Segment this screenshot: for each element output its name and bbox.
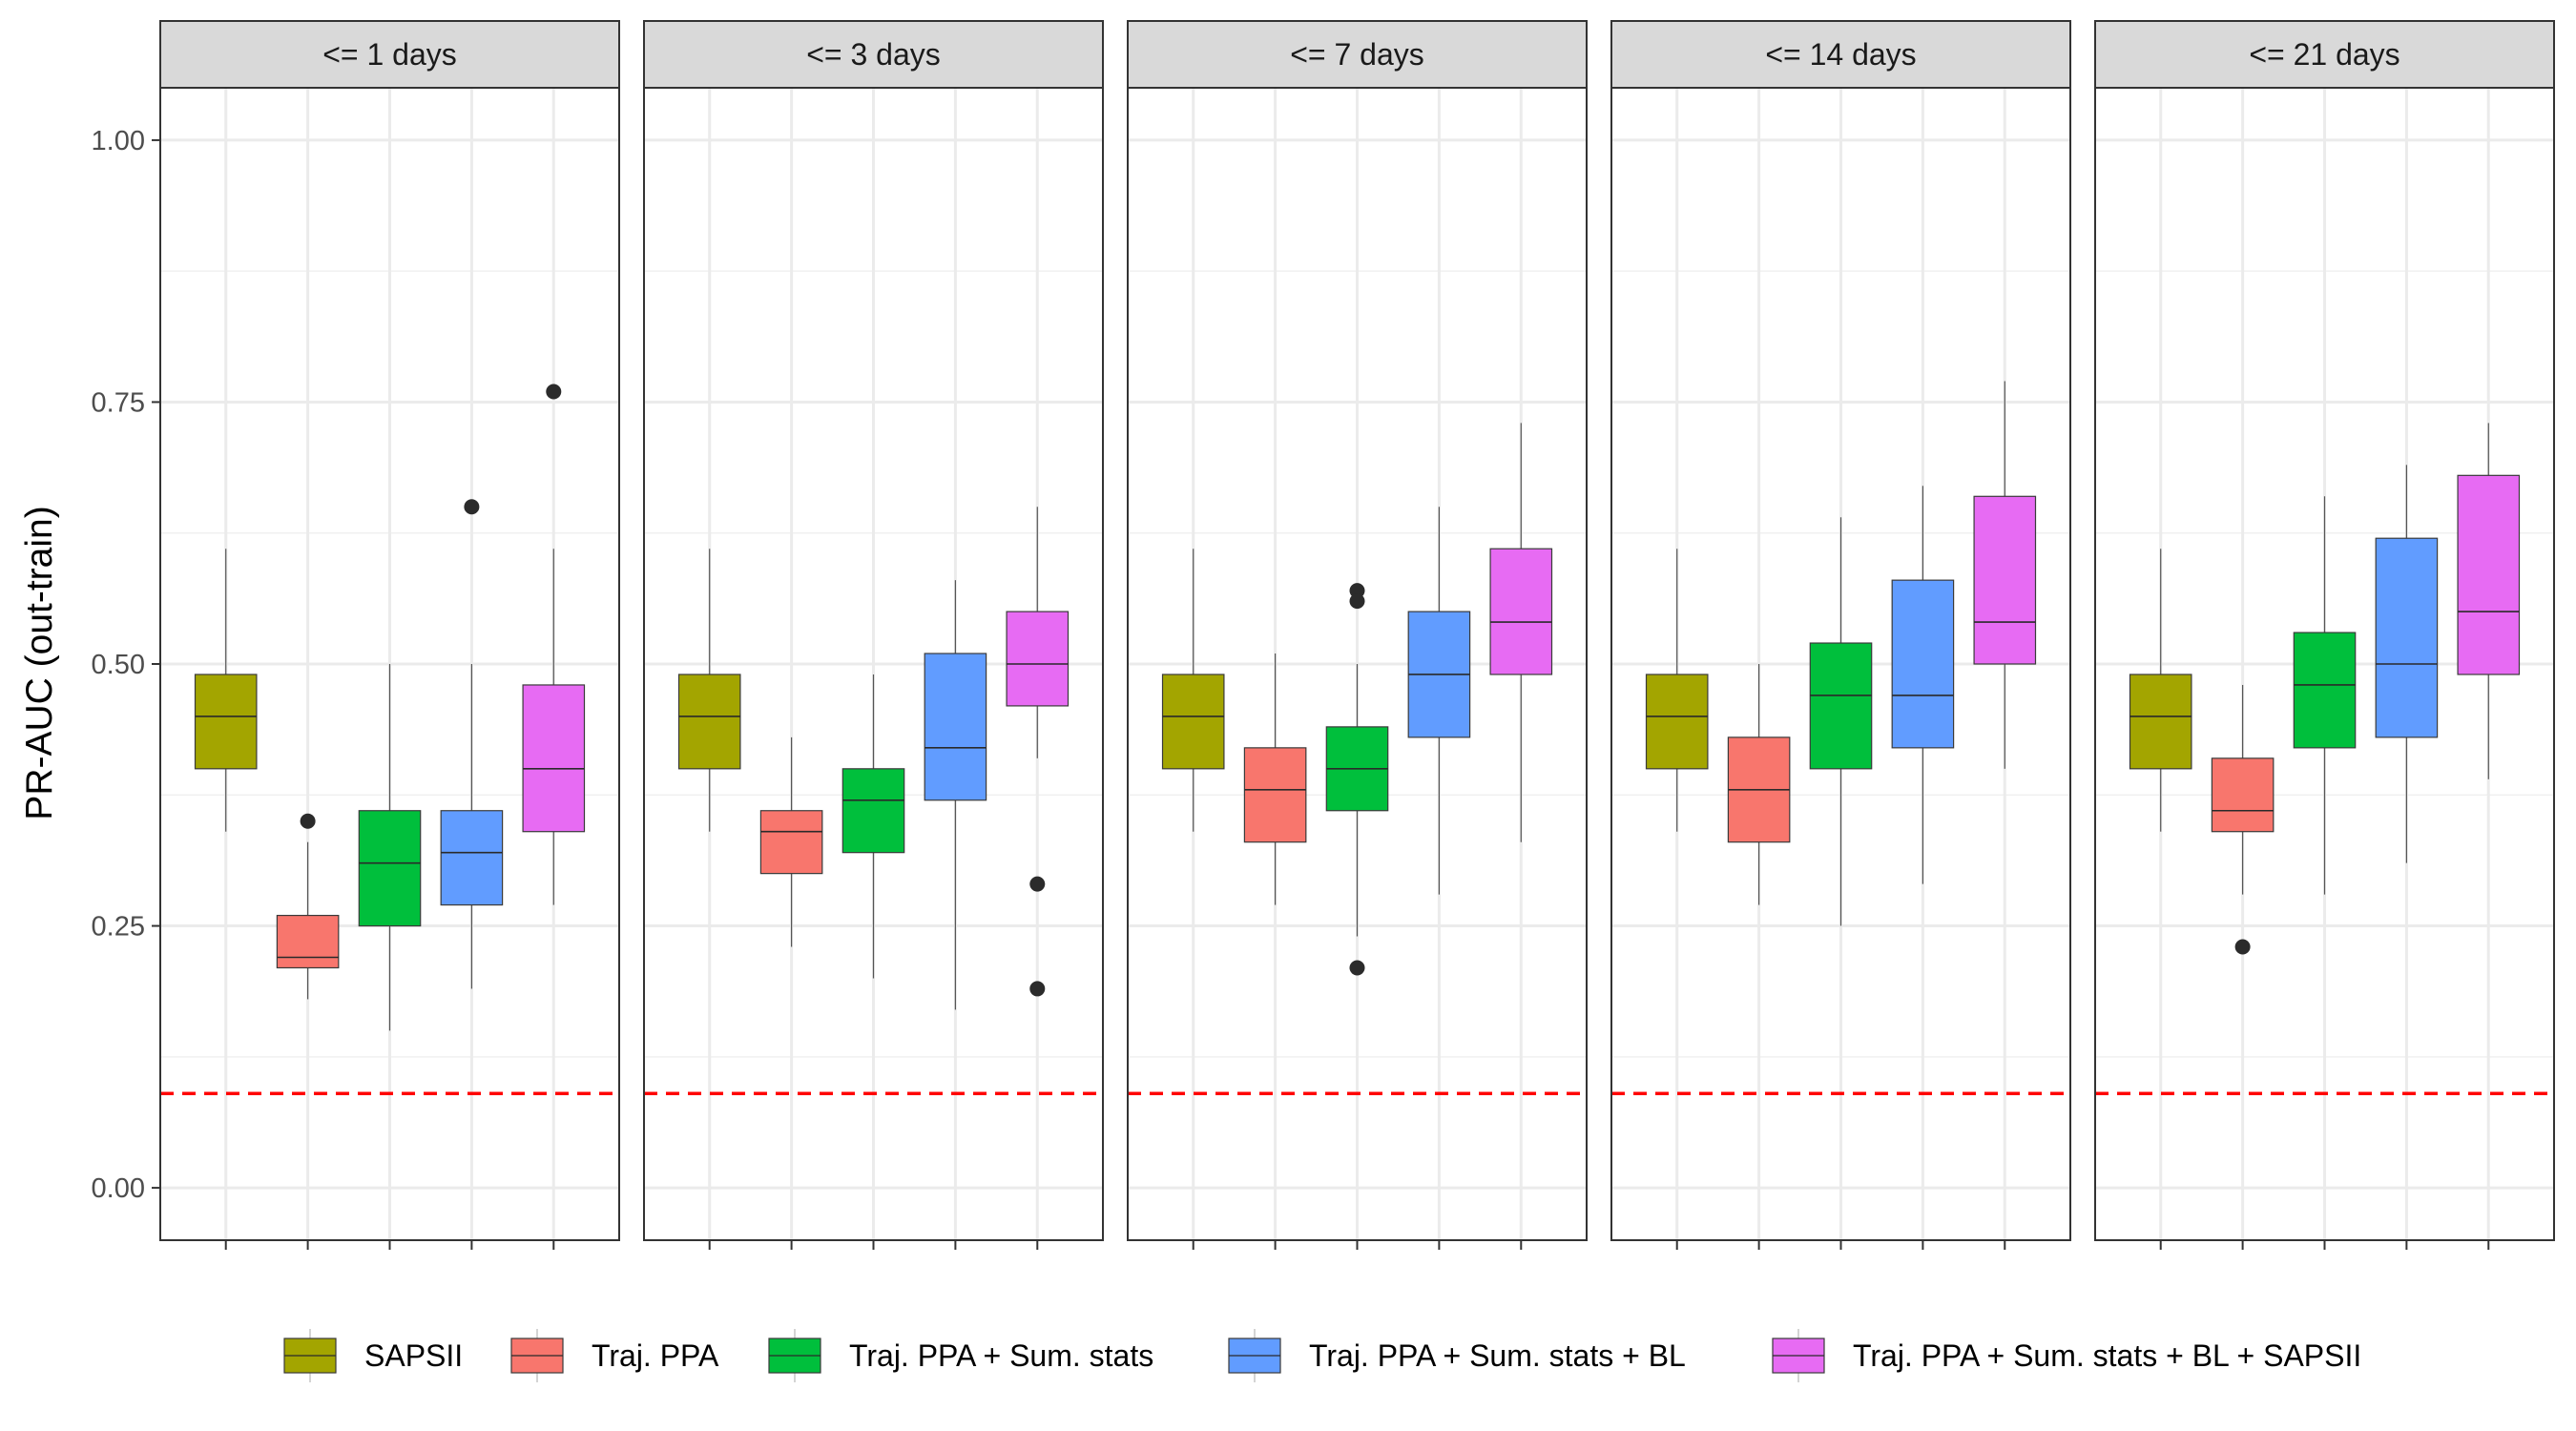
box [1645, 549, 1709, 832]
box-body [2129, 674, 2192, 770]
outlier-point [1349, 583, 1365, 599]
facet-strip [1610, 20, 2071, 89]
box [358, 664, 422, 1031]
box-body [522, 684, 586, 833]
legend-label: Traj. PPA + Sum. stats + BL [1309, 1338, 1686, 1373]
box-body [194, 674, 258, 770]
box-body [1891, 579, 1955, 749]
facet-panel: <= 7 days [1127, 20, 1588, 1250]
box-body [759, 810, 823, 875]
box [759, 736, 823, 947]
box [1973, 381, 2037, 769]
box-body [2293, 632, 2357, 749]
box [924, 580, 987, 1010]
box [677, 549, 741, 832]
box-body [1645, 674, 1709, 770]
facet-strip [2094, 20, 2555, 89]
box [440, 499, 504, 989]
facet-strip [643, 20, 1104, 89]
box [1727, 664, 1791, 905]
box-body [1161, 674, 1225, 770]
legend-label: SAPSII [364, 1338, 463, 1373]
box [1325, 583, 1389, 976]
box [1407, 507, 1471, 895]
outlier-point [1349, 960, 1365, 976]
box [1809, 517, 1873, 926]
legend-label: Traj. PPA + Sum. stats + BL + SAPSII [1853, 1338, 2361, 1373]
box-body [276, 914, 340, 969]
box-body [1006, 611, 1070, 707]
y-tick-label: 0.50 [92, 650, 145, 680]
legend-item: Traj. PPA + Sum. stats [768, 1329, 1153, 1382]
y-axis-label: PR-AUC (out-train) [19, 506, 60, 819]
box [2457, 423, 2521, 779]
y-tick-label: 0.25 [92, 912, 145, 943]
outlier-point [1029, 981, 1046, 997]
box [194, 549, 258, 832]
box [1161, 549, 1225, 832]
outlier-point [464, 499, 480, 515]
box [1891, 486, 1955, 884]
box [2375, 465, 2439, 863]
y-tick-label: 0.75 [92, 387, 145, 418]
legend-item: Traj. PPA + Sum. stats + BL + SAPSII [1772, 1329, 2361, 1382]
y-tick-label: 1.00 [92, 126, 145, 156]
legend: SAPSII Traj. PPA Traj. PPA + Sum. stats Tra… [283, 1329, 2361, 1382]
outlier-point [1349, 593, 1365, 610]
box-body [1489, 548, 1553, 675]
facet-panel: <= 21 days [2094, 20, 2555, 1250]
outlier-point [546, 384, 562, 400]
facet-strip-label: <= 14 days [1765, 37, 1916, 72]
y-tick-label: 0.00 [92, 1173, 145, 1204]
box-body [440, 810, 504, 906]
legend-item: Traj. PPA + Sum. stats + BL [1228, 1329, 1686, 1382]
facet-strip-label: <= 3 days [806, 37, 941, 72]
box [2293, 496, 2357, 895]
box [1006, 507, 1070, 997]
box-body [924, 653, 987, 801]
facet-strip [1127, 20, 1588, 89]
facet-strip-label: <= 1 days [322, 37, 457, 72]
facet-panel: <= 14 days [1610, 20, 2071, 1250]
box [841, 674, 905, 979]
outlier-point [2234, 939, 2251, 955]
box-body [2211, 757, 2275, 833]
box-body [1973, 495, 2037, 665]
box-body [2457, 474, 2521, 675]
box [276, 813, 340, 1000]
facet-strip-label: <= 7 days [1290, 37, 1424, 72]
outlier-point [1029, 876, 1046, 892]
box [1489, 423, 1553, 842]
legend-label: Traj. PPA + Sum. stats [849, 1338, 1153, 1373]
facet-strip [159, 20, 620, 89]
box-body [2375, 537, 2439, 738]
box-body [1243, 747, 1307, 843]
outlier-point [300, 813, 316, 829]
box-body [1809, 642, 1873, 770]
facet-panel: <= 3 days [643, 20, 1104, 1250]
legend-label: Traj. PPA [592, 1338, 719, 1373]
y-axis: 0.00 0.25 0.50 0.75 1.00 [92, 126, 160, 1204]
box [2211, 684, 2275, 955]
box [522, 384, 586, 905]
box-body [841, 768, 905, 854]
box-body [677, 674, 741, 770]
box [2129, 549, 2192, 832]
legend-item: Traj. PPA [510, 1329, 719, 1382]
box [1243, 653, 1307, 905]
box-body [358, 810, 422, 927]
legend-item: SAPSII [283, 1329, 463, 1382]
facet-panels: <= 1 days <= 3 days <= 7 days <= 14 days <= … [159, 20, 2555, 1250]
facet-strip-label: <= 21 days [2249, 37, 2399, 72]
facet-panel: <= 1 days [159, 20, 620, 1250]
